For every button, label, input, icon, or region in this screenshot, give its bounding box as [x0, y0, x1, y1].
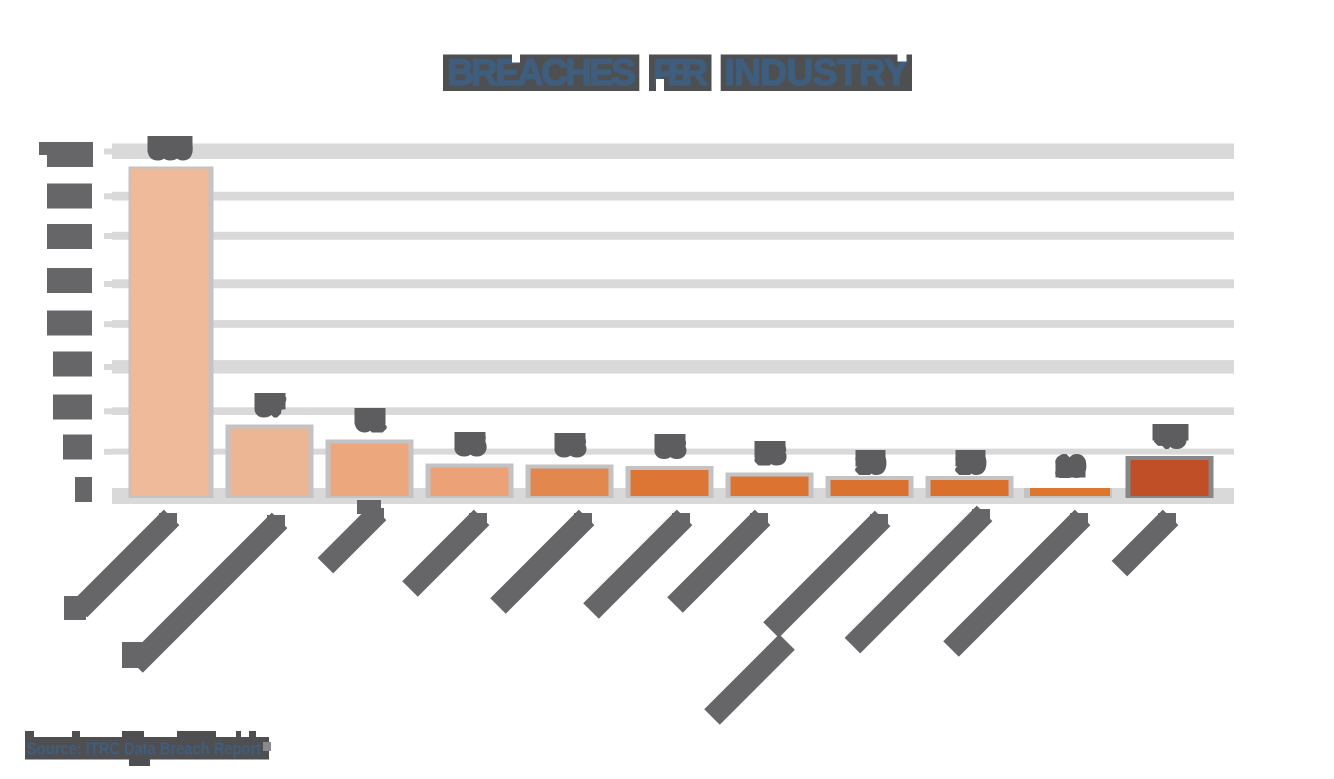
svg-text:BREACHES: BREACHES [447, 52, 636, 93]
svg-text:INDUSTRY: INDUSTRY [725, 52, 909, 93]
svg-text:Source: ITRC Data Breach Repor: Source: ITRC Data Breach Report [27, 739, 261, 759]
